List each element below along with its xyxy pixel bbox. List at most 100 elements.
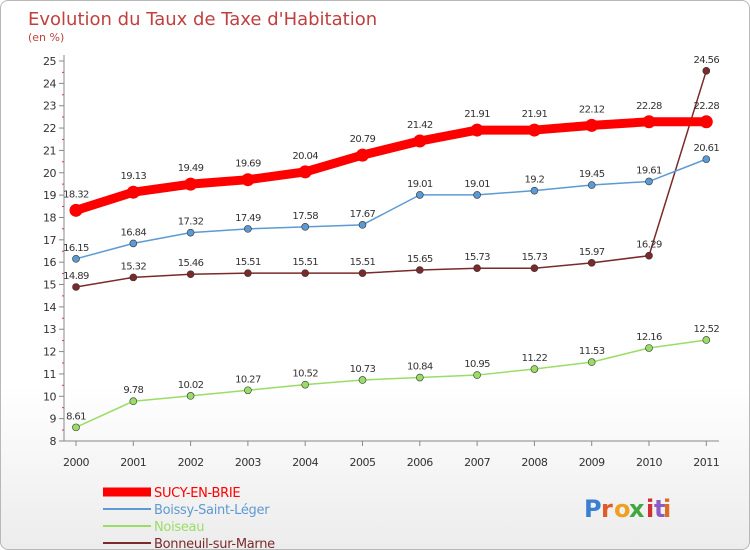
data-point [301, 380, 310, 389]
data-point [702, 336, 711, 344]
data-label: 15.97 [579, 247, 605, 258]
data-point [527, 123, 541, 137]
series-line [75, 158, 708, 260]
series-line [71, 117, 711, 215]
legend-label: SUCY-EN-BRIE [154, 486, 240, 501]
y-tick-label: 22 [43, 122, 56, 135]
x-tick-label: 2010 [636, 456, 662, 469]
y-tick-label: 24 [43, 77, 56, 90]
data-point [298, 165, 312, 179]
data-label: 15.32 [120, 261, 146, 272]
series-line [75, 339, 708, 429]
y-tick-label: 11 [43, 368, 56, 381]
data-label: 20.04 [292, 151, 318, 162]
data-point [473, 191, 481, 199]
y-tick-label: 18 [43, 211, 56, 224]
chart-title: Evolution du Taux de Taxe d'Habitation [28, 9, 377, 30]
y-tick-label: 8 [50, 435, 57, 448]
logo-letter: i [663, 495, 671, 523]
data-label: 15.51 [292, 257, 318, 268]
data-label: 10.73 [350, 364, 376, 375]
data-label: 19.45 [579, 169, 605, 180]
y-tick-label: 15 [43, 279, 56, 292]
data-point [129, 239, 138, 248]
data-point [69, 203, 83, 217]
legend-label: Boissy-Saint-Léger [154, 503, 270, 518]
series-bonneuil-sur-marne [72, 67, 711, 291]
y-tick-label: 14 [43, 301, 56, 314]
y-tick-label: 9 [50, 413, 57, 426]
data-label: 10.95 [464, 359, 490, 370]
data-point [415, 266, 424, 274]
data-label: 17.49 [235, 213, 261, 224]
data-label: 17.58 [292, 211, 318, 222]
legend-item: SUCY-EN-BRIE [103, 486, 241, 501]
y-tick-label: 10 [43, 390, 56, 403]
chart-subtitle: (en %) [28, 31, 64, 44]
logo-letter: o [614, 495, 631, 523]
data-label: 19.49 [178, 163, 204, 174]
x-axis-ticks: 2000 2001 2002 2003 2004 2005 2006 2007 2008 2009… [63, 441, 720, 469]
data-point [129, 273, 138, 282]
data-label: 15.73 [522, 252, 548, 263]
data-point [129, 397, 138, 406]
data-point [587, 259, 596, 267]
data-labels: 18.32 19.13 19.49 19.69 20.04 20.79 21.42 21.91… [63, 55, 720, 423]
x-tick-label: 2005 [350, 456, 376, 469]
x-tick-label: 2007 [464, 456, 490, 469]
data-label: 9.78 [123, 385, 143, 396]
x-tick-label: 2008 [521, 456, 547, 469]
data-point [415, 373, 424, 382]
data-label: 21.91 [464, 109, 490, 120]
logo-letter: x [629, 495, 645, 523]
legend: SUCY-EN-BRIE Boissy-Saint-Léger Noiseau Bon… [103, 486, 275, 549]
data-label: 19.01 [407, 179, 433, 190]
data-point [184, 177, 198, 191]
series-noiseau [72, 336, 711, 432]
data-label: 17.32 [178, 217, 204, 228]
data-label: 16.29 [636, 240, 662, 251]
data-point [415, 191, 424, 199]
data-label: 11.53 [579, 346, 605, 357]
legend-label: Noiseau [154, 520, 204, 535]
y-tick-label: 21 [43, 144, 56, 157]
data-point [530, 186, 539, 195]
logo-letter: i [646, 495, 654, 523]
data-label: 12.16 [636, 332, 662, 343]
data-label: 20.61 [693, 143, 719, 154]
data-label: 24.56 [693, 55, 719, 66]
x-tick-label: 2011 [693, 456, 719, 469]
data-point [645, 251, 653, 260]
logo-letter: t [654, 495, 665, 523]
legend-label: Bonneuil-sur-Marne [154, 537, 275, 549]
data-label: 8.61 [66, 411, 86, 422]
y-tick-label: 16 [43, 256, 56, 269]
data-label: 19.61 [636, 165, 662, 176]
x-tick-label: 2006 [407, 456, 433, 469]
data-point [126, 185, 140, 199]
data-label: 19.01 [464, 179, 490, 190]
legend-item: Bonneuil-sur-Marne [103, 537, 275, 549]
data-label: 14.89 [63, 271, 89, 282]
data-point [585, 118, 599, 132]
data-label: 15.51 [235, 257, 261, 268]
data-label: 19.2 [524, 175, 544, 186]
data-label: 22.12 [579, 104, 605, 115]
y-tick-label: 17 [43, 234, 56, 247]
data-label: 15.73 [464, 252, 490, 263]
data-point [587, 358, 596, 366]
data-label: 16.15 [63, 243, 89, 254]
data-label: 10.52 [292, 369, 318, 380]
x-tick-label: 2004 [292, 456, 318, 469]
y-tick-label: 12 [43, 346, 56, 359]
y-axis-ticks: 8 9 10 11 12 13 14 15 16 17 18 19 20 21 22 23 24 25 [43, 55, 64, 448]
x-tick-label: 2002 [178, 456, 204, 469]
data-point [301, 269, 310, 277]
series-layer [69, 67, 713, 432]
data-point [244, 269, 252, 277]
data-point [244, 225, 252, 233]
data-point [241, 173, 255, 187]
